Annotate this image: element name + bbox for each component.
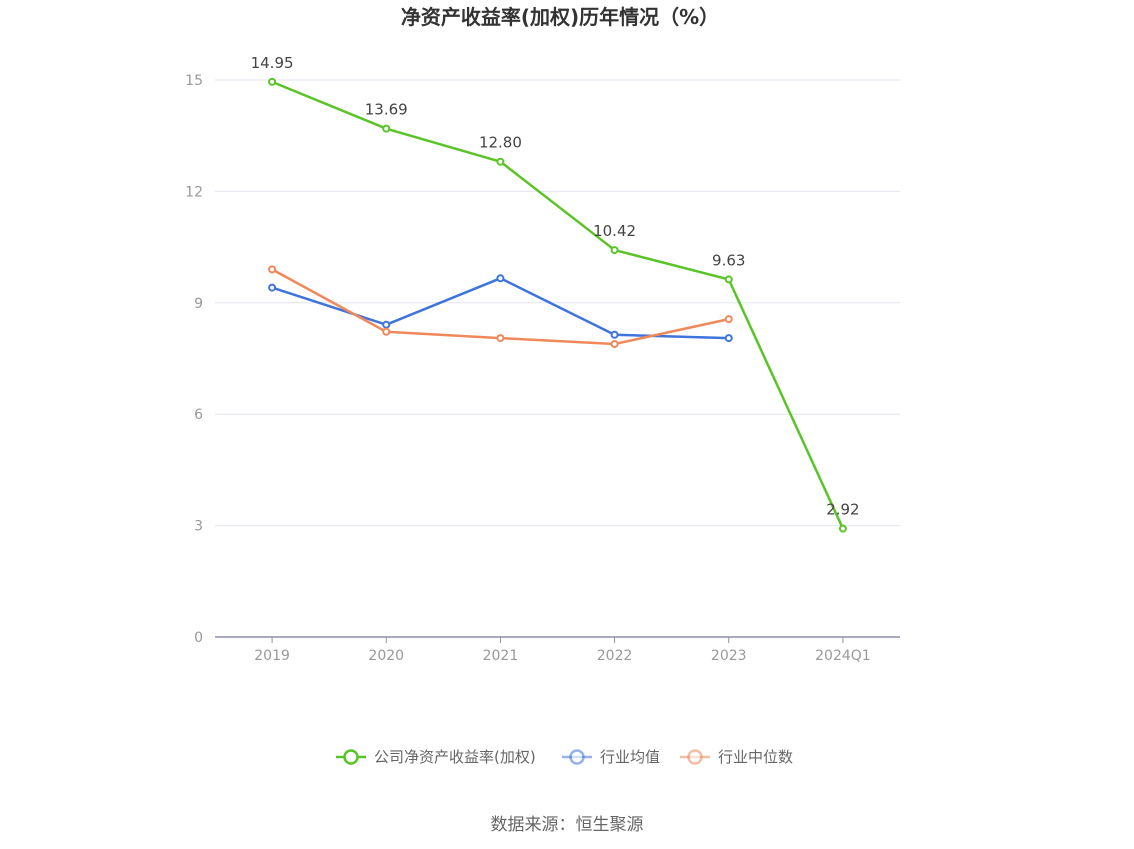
y-tick-label: 6	[194, 407, 203, 423]
data-point[interactable]	[610, 246, 619, 255]
x-axis: 2019 2020 2021 2022 2023 2024Q1	[215, 636, 900, 664]
legend-label: 行业中位数	[718, 748, 793, 766]
x-tick-label: 2019	[254, 648, 290, 664]
x-tick-label: 2022	[597, 648, 633, 664]
data-point[interactable]	[268, 265, 277, 274]
legend-marker	[569, 749, 585, 765]
data-label: 2.92	[826, 501, 859, 519]
legend-item[interactable]: 行业均值	[562, 748, 660, 766]
y-axis-ticks: 0 3 6 9 12 15	[185, 73, 203, 646]
data-point[interactable]	[496, 334, 505, 343]
data-point[interactable]	[382, 320, 391, 329]
source-note: 数据来源：恒生聚源	[491, 815, 644, 835]
y-tick-label: 15	[185, 73, 203, 89]
chart-title: 净资产收益率(加权)历年情况（%）	[401, 5, 719, 29]
x-tick-label: 2024Q1	[815, 648, 871, 664]
y-tick-label: 3	[194, 519, 203, 535]
legend-marker	[343, 749, 359, 765]
grid-lines	[215, 79, 900, 527]
data-point[interactable]	[496, 274, 505, 283]
y-tick-label: 9	[194, 296, 203, 312]
data-point[interactable]	[382, 124, 391, 133]
legend-marker	[687, 749, 703, 765]
legend-item[interactable]: 公司净资产收益率(加权)	[336, 748, 536, 766]
x-tick-label: 2020	[368, 648, 404, 664]
y-tick-label: 12	[185, 184, 203, 200]
data-label: 9.63	[712, 251, 745, 269]
data-label: 14.95	[251, 54, 294, 72]
data-point[interactable]	[610, 330, 619, 339]
legend[interactable]: 公司净资产收益率(加权) 行业均值 行业中位数	[336, 748, 793, 766]
legend-label: 公司净资产收益率(加权)	[374, 748, 536, 766]
data-point[interactable]	[268, 283, 277, 292]
x-tick-label: 2021	[483, 648, 519, 664]
x-tick-label: 2023	[711, 648, 747, 664]
y-tick-label: 0	[194, 630, 203, 646]
data-point[interactable]	[724, 275, 733, 284]
series-layer	[268, 77, 847, 533]
data-point[interactable]	[496, 157, 505, 166]
legend-label: 行业均值	[600, 748, 660, 766]
data-point[interactable]	[838, 524, 847, 533]
data-point[interactable]	[610, 340, 619, 349]
data-labels: 14.95 13.69 12.80 10.42 9.63 2.92	[251, 54, 860, 519]
data-label: 13.69	[365, 101, 408, 119]
data-point[interactable]	[724, 334, 733, 343]
data-label: 10.42	[593, 222, 636, 240]
data-label: 12.80	[479, 134, 522, 152]
data-point[interactable]	[382, 327, 391, 336]
data-point[interactable]	[724, 315, 733, 324]
series-line	[271, 80, 845, 530]
legend-item[interactable]: 行业中位数	[680, 748, 793, 766]
data-point[interactable]	[268, 77, 277, 86]
